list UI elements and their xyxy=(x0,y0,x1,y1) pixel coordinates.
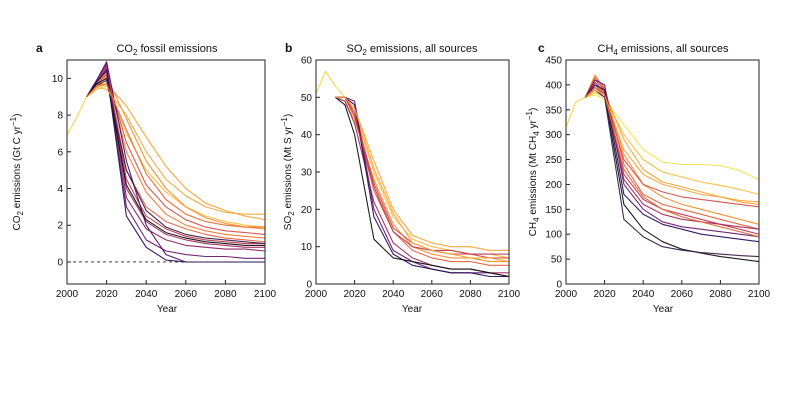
series-line-2 xyxy=(335,96,509,259)
y-axis-label: CH4 emissions (Mt CH4 yr−1) xyxy=(525,108,541,237)
x-tick-label: 2080 xyxy=(459,289,482,300)
y-tick-label: 0 xyxy=(306,280,312,291)
series-line-9 xyxy=(584,81,759,230)
y-tick-label: 200 xyxy=(545,180,562,191)
chart-title: CH4 emissions, all sources xyxy=(598,43,729,57)
series-line-6 xyxy=(584,76,759,230)
series-line-1 xyxy=(67,81,107,136)
series-line-16 xyxy=(86,86,265,215)
series-line-15 xyxy=(86,79,265,245)
series-group xyxy=(67,61,265,263)
x-tick-label: 2100 xyxy=(498,289,521,300)
x-axis-label: Year xyxy=(653,304,674,315)
y-tick-label: 2 xyxy=(57,221,63,232)
x-tick-label: 2080 xyxy=(214,289,237,300)
x-tick-label: 2100 xyxy=(254,289,277,300)
x-tick-label: 2000 xyxy=(555,289,578,300)
series-line-14 xyxy=(86,77,265,246)
x-tick-label: 2060 xyxy=(421,289,444,300)
x-tick-label: 2060 xyxy=(175,289,198,300)
series-line-3 xyxy=(86,83,265,221)
y-tick-label: 4 xyxy=(57,184,63,195)
y-tick-label: 50 xyxy=(551,255,563,266)
x-tick-label: 2020 xyxy=(593,289,616,300)
x-axis-label: Year xyxy=(157,304,178,315)
series-line-10 xyxy=(86,63,265,252)
series-line-11 xyxy=(86,68,265,259)
x-tick-label: 2040 xyxy=(135,289,158,300)
series-line-10 xyxy=(334,96,509,278)
y-tick-label: 300 xyxy=(545,130,562,141)
panel-a: a CO2 fossil emissions Year CO2 emission… xyxy=(9,41,277,315)
panel-label: a xyxy=(36,41,43,55)
y-tick-label: 10 xyxy=(301,242,313,253)
series-line-7 xyxy=(86,74,265,235)
series-line-9 xyxy=(86,64,265,248)
series-line-5 xyxy=(86,72,265,239)
y-tick-label: 0 xyxy=(57,257,63,268)
series-line-11 xyxy=(584,84,759,243)
y-tick-label: 350 xyxy=(545,105,562,116)
x-tick-label: 2020 xyxy=(95,289,118,300)
y-tick-label: 30 xyxy=(301,168,313,179)
x-axis-label: Year xyxy=(402,304,423,315)
series-line-9 xyxy=(335,96,509,278)
chart-title: CO2 fossil emissions xyxy=(116,43,218,57)
series-line-8 xyxy=(86,66,265,245)
series-line-3 xyxy=(585,91,759,195)
x-tick-label: 2040 xyxy=(382,289,405,300)
panel-label: b xyxy=(285,41,292,55)
y-tick-label: 50 xyxy=(301,93,313,104)
y-tick-label: 10 xyxy=(52,74,64,85)
series-line-13 xyxy=(584,89,759,258)
y-tick-label: 0 xyxy=(556,280,562,291)
x-tick-label: 2000 xyxy=(305,289,328,300)
x-tick-label: 2060 xyxy=(671,289,694,300)
y-tick-label: 450 xyxy=(545,56,562,67)
y-tick-label: 8 xyxy=(57,111,63,122)
panel-label: c xyxy=(538,41,545,55)
series-line-4 xyxy=(86,75,265,230)
series-group xyxy=(566,74,759,263)
y-tick-label: 400 xyxy=(545,80,562,91)
x-tick-label: 2000 xyxy=(56,289,79,300)
series-line-17 xyxy=(86,83,265,228)
y-tick-label: 20 xyxy=(301,205,313,216)
series-line-5 xyxy=(584,74,759,225)
x-tick-label: 2040 xyxy=(632,289,655,300)
y-axis-label: SO2 emissions (Mt S yr−1) xyxy=(280,114,296,230)
y-tick-label: 150 xyxy=(545,205,562,216)
y-axis-label: CO2 emissions (Gt C yr−1) xyxy=(9,114,25,231)
chart-title: SO2 emissions, all sources xyxy=(346,43,478,57)
series-line-4 xyxy=(335,96,509,263)
series-line-14 xyxy=(584,89,759,203)
x-tick-label: 2100 xyxy=(748,289,771,300)
panel-c: c CH4 emissions, all sources Year CH4 em… xyxy=(525,41,771,315)
series-line-10 xyxy=(584,79,759,238)
series-group xyxy=(316,70,509,278)
panel-b: b SO2 emissions, all sources Year SO2 em… xyxy=(280,41,521,315)
series-line-7 xyxy=(584,84,759,208)
series-line-11 xyxy=(335,96,509,255)
series-line-2 xyxy=(585,94,759,180)
series-line-6 xyxy=(335,96,509,259)
y-tick-label: 6 xyxy=(57,147,63,158)
y-tick-label: 60 xyxy=(301,56,313,67)
series-line-1 xyxy=(316,70,346,98)
y-tick-label: 250 xyxy=(545,155,562,166)
plot-frame xyxy=(66,59,266,285)
x-tick-label: 2020 xyxy=(343,289,366,300)
plot-frame xyxy=(565,59,760,285)
series-line-8 xyxy=(584,79,759,235)
y-tick-label: 100 xyxy=(545,230,562,241)
series-line-1 xyxy=(566,94,596,128)
y-tick-label: 40 xyxy=(301,130,313,141)
series-line-15 xyxy=(584,86,759,238)
x-tick-label: 2080 xyxy=(709,289,732,300)
series-line-2 xyxy=(86,85,265,228)
series-line-5 xyxy=(335,96,509,266)
series-line-12 xyxy=(335,96,509,263)
